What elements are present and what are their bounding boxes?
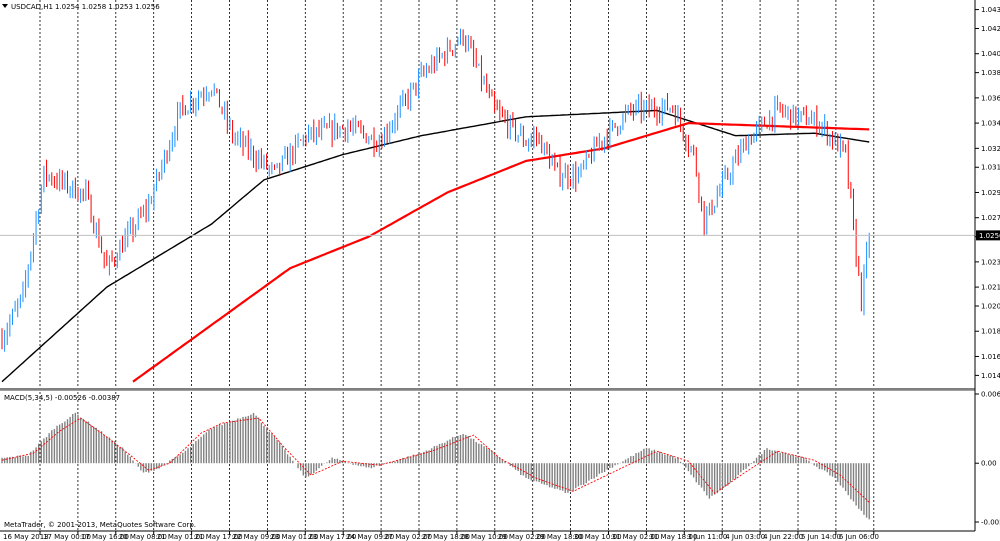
price-label: 1.0270 [981, 214, 1000, 222]
macd-title: MACD(5,34,5) -0.00526 -0.00387 [4, 394, 120, 402]
time-label: 21 May 17:00 [195, 533, 243, 541]
macd-axis-label: 0.00 [981, 460, 997, 468]
symbol-title: USDCAD,H1 [11, 3, 53, 11]
price-label: 1.0420 [981, 25, 1000, 33]
price-label: 1.0215 [981, 284, 1000, 292]
time-label: 30 May 10:00 [574, 533, 622, 541]
chart-menu-triangle-icon[interactable] [2, 4, 8, 8]
time-label: 4 Jun 22:00 [763, 533, 803, 541]
time-label: 29 May 02:00 [498, 533, 546, 541]
price-label: 1.0200 [981, 303, 1000, 311]
time-label: 5 Jun 14:00 [801, 533, 841, 541]
ohlc-values: 1.0254 1.0258 1.0253 1.0256 [55, 3, 160, 11]
macd-axis-label: -0.00586 [981, 519, 1000, 527]
time-label: 27 May 02:00 [384, 533, 432, 541]
time-label: 27 May 18:00 [422, 533, 470, 541]
price-label: 1.0160 [981, 353, 1000, 361]
price-label: 1.0345 [981, 120, 1000, 128]
time-label: 4 Jun 03:00 [725, 533, 765, 541]
time-label: 23 May 01:00 [270, 533, 318, 541]
time-label: 21 May 01:00 [157, 533, 205, 541]
time-label: 17 May 16:00 [81, 533, 129, 541]
time-label: 3 Jun 11:00 [687, 533, 727, 541]
macd-axis-label: 0.0069 [981, 391, 1000, 399]
time-label: 17 May 00:00 [43, 533, 91, 541]
price-label: 1.0325 [981, 145, 1000, 153]
price-label: 1.0180 [981, 328, 1000, 336]
time-label: 6 Jun 06:00 [839, 533, 879, 541]
price-label: 1.0435 [981, 6, 1000, 14]
current-price-label: 1.0256 [979, 232, 1000, 240]
moving-average-slow [132, 121, 870, 383]
macd-axis: 0.0069 0.00 -0.00586 [975, 391, 1000, 527]
current-price-box [976, 230, 1000, 241]
price-label: 1.0385 [981, 69, 1000, 77]
time-label: 20 May 08:00 [119, 533, 167, 541]
price-label: 1.0290 [981, 189, 1000, 197]
time-label: 24 May 09:00 [346, 533, 394, 541]
price-label: 1.0400 [981, 50, 1000, 58]
price-label: 1.0310 [981, 164, 1000, 172]
time-label: 22 May 09:00 [233, 533, 281, 541]
moving-average-fast [1, 109, 870, 383]
time-label: 29 May 18:00 [536, 533, 584, 541]
price-label: 1.0365 [981, 94, 1000, 102]
time-label: 28 May 10:00 [460, 533, 508, 541]
macd-histogram [1, 412, 870, 520]
time-label: 31 May 02:00 [612, 533, 660, 541]
price-label: 1.0145 [981, 372, 1000, 380]
time-label: 23 May 17:00 [308, 533, 356, 541]
price-label: 1.0235 [981, 258, 1000, 266]
moving-averages [1, 109, 870, 383]
time-label: 16 May 2013 [3, 533, 49, 541]
time-label: 31 May 18:00 [649, 533, 697, 541]
candle-series [1, 28, 870, 352]
copyright-text: MetaTrader, © 2001-2013, MetaQuotes Soft… [4, 521, 196, 529]
